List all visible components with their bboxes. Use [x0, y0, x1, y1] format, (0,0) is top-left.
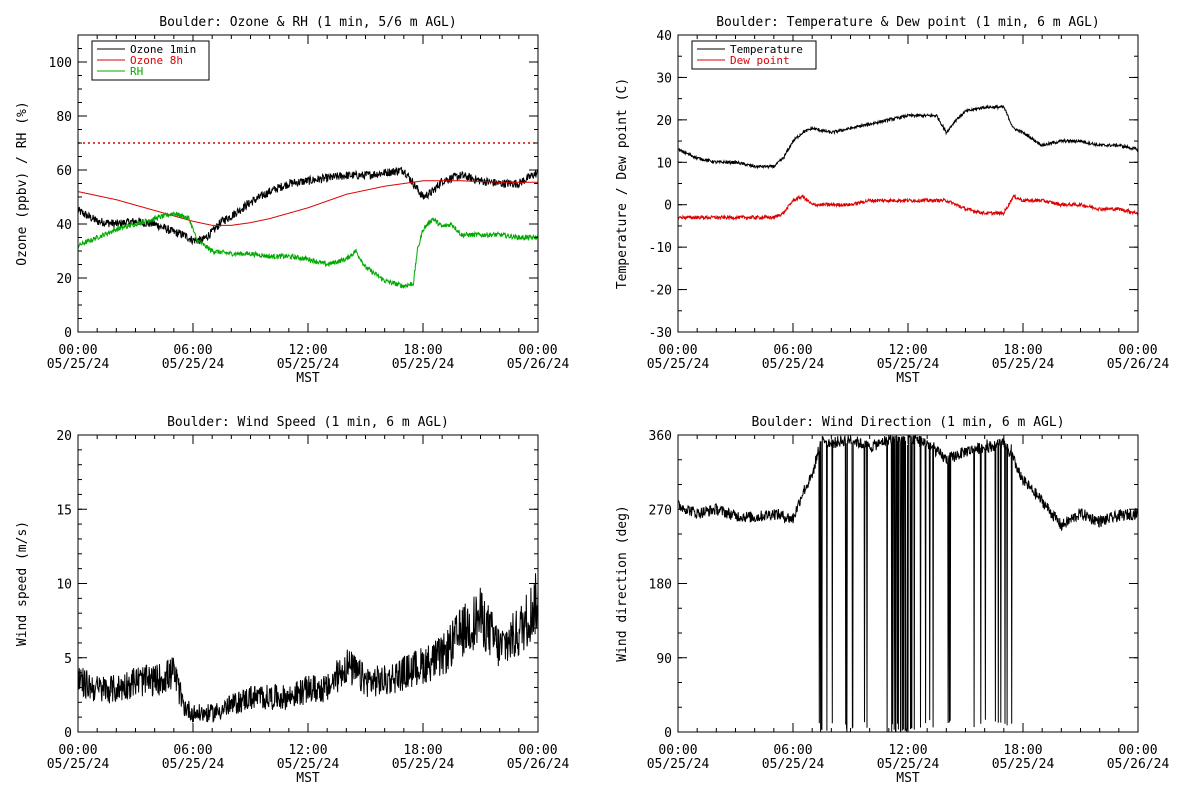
plot-frame: [77, 434, 539, 733]
x-axis-label: MST: [296, 771, 320, 786]
series-line-rh: [78, 211, 538, 290]
y-tick-label: 10: [56, 578, 72, 593]
x-tick-label: 00:00: [58, 743, 97, 758]
x-tick-label: 18:00: [403, 343, 442, 358]
y-tick-label: 270: [649, 503, 672, 518]
x-tick-date: 05/26/24: [1107, 757, 1170, 772]
y-tick-label: -20: [649, 284, 672, 299]
legend-label: RH: [130, 65, 143, 78]
x-tick-date: 05/25/24: [992, 757, 1055, 772]
x-tick-date: 05/25/24: [762, 757, 825, 772]
legend-label: Dew point: [730, 54, 790, 67]
chart-title: Boulder: Ozone & RH (1 min, 5/6 m AGL): [159, 15, 456, 30]
x-tick-date: 05/25/24: [647, 357, 710, 372]
legend-label: Temperature: [730, 43, 803, 56]
chart-title: Boulder: Temperature & Dew point (1 min,…: [716, 15, 1100, 30]
legend-label: Ozone 1min: [130, 43, 196, 56]
y-tick-label: 20: [56, 272, 72, 287]
x-tick-date: 05/26/24: [507, 357, 570, 372]
x-tick-label: 00:00: [518, 343, 557, 358]
x-tick-date: 05/25/24: [877, 357, 940, 372]
y-tick-label: 0: [664, 726, 672, 741]
x-tick-date: 05/25/24: [162, 357, 225, 372]
x-tick-date: 05/25/24: [647, 757, 710, 772]
series-line-ozone-1min: [78, 166, 538, 246]
x-tick-label: 12:00: [888, 743, 927, 758]
x-tick-label: 00:00: [1118, 343, 1157, 358]
y-tick-label: 0: [64, 326, 72, 341]
x-tick-date: 05/26/24: [507, 757, 570, 772]
legend-box: [691, 40, 817, 70]
x-tick-date: 05/25/24: [877, 757, 940, 772]
y-tick-label: 100: [49, 56, 72, 71]
y-tick-label: 0: [64, 726, 72, 741]
x-tick-date: 05/25/24: [47, 357, 110, 372]
x-tick-label: 00:00: [658, 743, 697, 758]
y-tick-label: 180: [649, 578, 672, 593]
x-tick-label: 06:00: [173, 343, 212, 358]
y-tick-label: 40: [56, 218, 72, 233]
y-tick-label: 0: [664, 199, 672, 214]
x-tick-date: 05/25/24: [277, 357, 340, 372]
chart-title: Boulder: Wind Speed (1 min, 6 m AGL): [167, 415, 449, 430]
y-tick-label: -10: [649, 241, 672, 256]
x-tick-label: 18:00: [1003, 743, 1042, 758]
x-tick-label: 12:00: [888, 343, 927, 358]
y-tick-label: 60: [56, 164, 72, 179]
y-tick-label: 40: [656, 29, 672, 44]
y-tick-label: 30: [656, 71, 672, 86]
y-tick-label: 20: [656, 114, 672, 129]
y-axis-label: Wind speed (m/s): [15, 521, 30, 646]
y-tick-label: 80: [56, 110, 72, 125]
chart-title: Boulder: Wind Direction (1 min, 6 m AGL): [751, 415, 1064, 430]
x-tick-label: 18:00: [1003, 343, 1042, 358]
x-tick-date: 05/25/24: [162, 757, 225, 772]
series-line-temperature: [678, 104, 1138, 170]
y-tick-label: -30: [649, 326, 672, 341]
x-tick-date: 05/26/24: [1107, 357, 1170, 372]
y-tick-label: 15: [56, 503, 72, 518]
y-tick-label: 90: [656, 652, 672, 667]
panel-2: Boulder: Temperature & Dew point (1 min,…: [615, 15, 1169, 386]
x-tick-label: 00:00: [658, 343, 697, 358]
series-line-data: [678, 435, 1138, 732]
y-tick-label: 20: [56, 429, 72, 444]
x-tick-date: 05/25/24: [392, 757, 455, 772]
x-tick-date: 05/25/24: [392, 357, 455, 372]
x-tick-date: 05/25/24: [277, 757, 340, 772]
y-tick-label: 360: [649, 429, 672, 444]
x-tick-label: 12:00: [288, 743, 327, 758]
y-axis-label: Wind direction (deg): [615, 505, 630, 662]
x-tick-label: 06:00: [173, 743, 212, 758]
panel-3: Boulder: Wind Speed (1 min, 6 m AGL) 0 5 10…: [15, 415, 569, 786]
x-tick-date: 05/25/24: [47, 757, 110, 772]
y-axis-label: Ozone (ppbv) / RH (%): [15, 101, 30, 265]
y-tick-label: 5: [64, 652, 72, 667]
x-axis-label: MST: [296, 371, 320, 386]
series-line-data: [78, 573, 538, 723]
panel-4: Boulder: Wind Direction (1 min, 6 m AGL)…: [615, 415, 1169, 786]
y-tick-label: 10: [656, 156, 672, 171]
x-tick-date: 05/25/24: [762, 357, 825, 372]
series-line-dew-point: [678, 193, 1138, 221]
x-tick-label: 00:00: [1118, 743, 1157, 758]
x-tick-label: 00:00: [58, 343, 97, 358]
x-tick-label: 06:00: [773, 743, 812, 758]
x-tick-label: 06:00: [773, 343, 812, 358]
legend-label: Ozone 8h: [130, 54, 183, 67]
panel-1: Boulder: Ozone & RH (1 min, 5/6 m AGL) 0 2…: [15, 15, 569, 386]
x-tick-label: 18:00: [403, 743, 442, 758]
x-axis-label: MST: [896, 371, 920, 386]
plot-frame: [677, 34, 1139, 333]
x-tick-label: 12:00: [288, 343, 327, 358]
x-tick-label: 00:00: [518, 743, 557, 758]
x-tick-date: 05/25/24: [992, 357, 1055, 372]
y-axis-label: Temperature / Dew point (C): [615, 78, 630, 289]
x-axis-label: MST: [896, 771, 920, 786]
series-line-ozone-8h: [78, 180, 538, 226]
